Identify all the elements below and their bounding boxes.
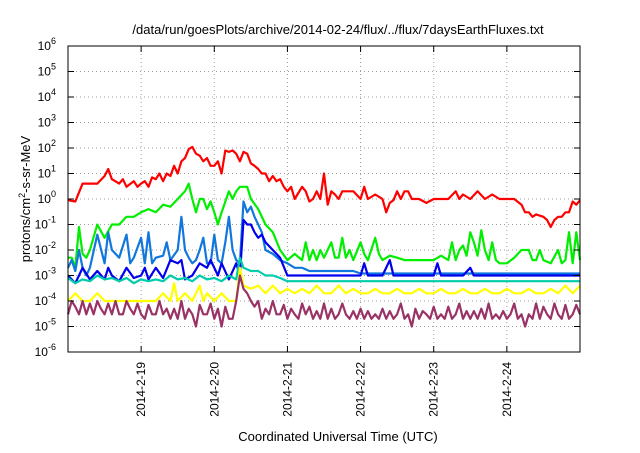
y-tick-label: 104 xyxy=(38,87,56,104)
x-axis-label: Coordinated Universal Time (UTC) xyxy=(238,429,437,444)
y-tick-exponent: -2 xyxy=(48,240,56,250)
series-line-0 xyxy=(67,145,581,229)
y-tick-base: 10 xyxy=(38,116,52,130)
y-tick-exponent: 2 xyxy=(51,138,56,148)
y-tick-exponent: 0 xyxy=(51,189,56,199)
y-tick-base: 10 xyxy=(38,141,52,155)
y-tick-exponent: 3 xyxy=(51,113,56,123)
y-tick-exponent: -5 xyxy=(48,317,56,327)
y-tick-exponent: 5 xyxy=(51,62,56,72)
y-tick-base: 10 xyxy=(38,192,52,206)
series-line-6 xyxy=(66,274,582,328)
y-tick-label: 10-3 xyxy=(35,266,56,283)
series-line-5 xyxy=(67,266,581,303)
y-tick-exponent: -1 xyxy=(48,215,56,225)
y-tick-base: 10 xyxy=(35,294,49,308)
y-tick-exponent: 4 xyxy=(51,87,56,97)
y-tick-label: 102 xyxy=(38,138,56,155)
x-tick-label: 2014-2-20 xyxy=(207,362,221,417)
y-tick-exponent: 1 xyxy=(51,164,56,174)
y-tick-label: 103 xyxy=(38,113,56,130)
y-tick-base: 10 xyxy=(35,345,49,359)
y-tick-base: 10 xyxy=(38,90,52,104)
x-tick-label: 2014-2-24 xyxy=(500,362,514,417)
y-tick-base: 10 xyxy=(35,218,49,232)
y-tick-base: 10 xyxy=(38,167,52,181)
y-tick-exponent: -3 xyxy=(48,266,56,276)
y-axis-label-base: protons/cm xyxy=(18,198,33,262)
plot-frame xyxy=(67,45,581,353)
series-line-3 xyxy=(67,218,580,285)
x-tick-label: 2014-2-19 xyxy=(134,362,148,417)
y-tick-exponent: 6 xyxy=(51,36,56,46)
y-tick-label: 10-1 xyxy=(35,215,56,232)
y-tick-label: 10-2 xyxy=(35,240,56,257)
y-axis-label-rest: -s-sr-MeV xyxy=(18,135,33,192)
series-group xyxy=(66,145,582,328)
series-line-2 xyxy=(67,200,580,277)
y-tick-base: 10 xyxy=(35,269,49,283)
y-tick-base: 10 xyxy=(35,320,49,334)
y-tick-base: 10 xyxy=(38,65,52,79)
y-tick-label: 100 xyxy=(38,189,56,206)
x-tick-label: 2014-2-22 xyxy=(354,362,368,417)
y-axis-label-sup: 2 xyxy=(17,193,27,198)
y-tick-exponent: -4 xyxy=(48,291,56,301)
y-tick-label: 10-4 xyxy=(35,291,56,308)
y-tick-labels: 10-610-510-410-310-210-11001011021031041… xyxy=(35,36,56,359)
chart-title: /data/run/goesPlots/archive/2014-02-24/f… xyxy=(132,22,544,37)
y-tick-label: 10-6 xyxy=(35,342,56,359)
y-tick-label: 105 xyxy=(38,62,56,79)
y-tick-label: 10-5 xyxy=(35,317,56,334)
y-tick-label: 106 xyxy=(38,36,56,53)
y-axis-label: protons/cm2-s-sr-MeV xyxy=(17,135,33,262)
y-tick-base: 10 xyxy=(35,243,49,257)
y-tick-exponent: -6 xyxy=(48,342,56,352)
x-tick-label: 2014-2-21 xyxy=(280,362,294,417)
y-tick-label: 101 xyxy=(38,164,56,181)
x-tick-label: 2014-2-23 xyxy=(427,362,441,417)
axes-group xyxy=(67,45,581,353)
x-tick-labels: 2014-2-19 2014-2-20 2014-2-21 2014-2-22 2014… xyxy=(134,362,514,417)
y-tick-base: 10 xyxy=(38,39,52,53)
series-line-4 xyxy=(67,256,580,285)
series-line-1 xyxy=(68,182,582,269)
